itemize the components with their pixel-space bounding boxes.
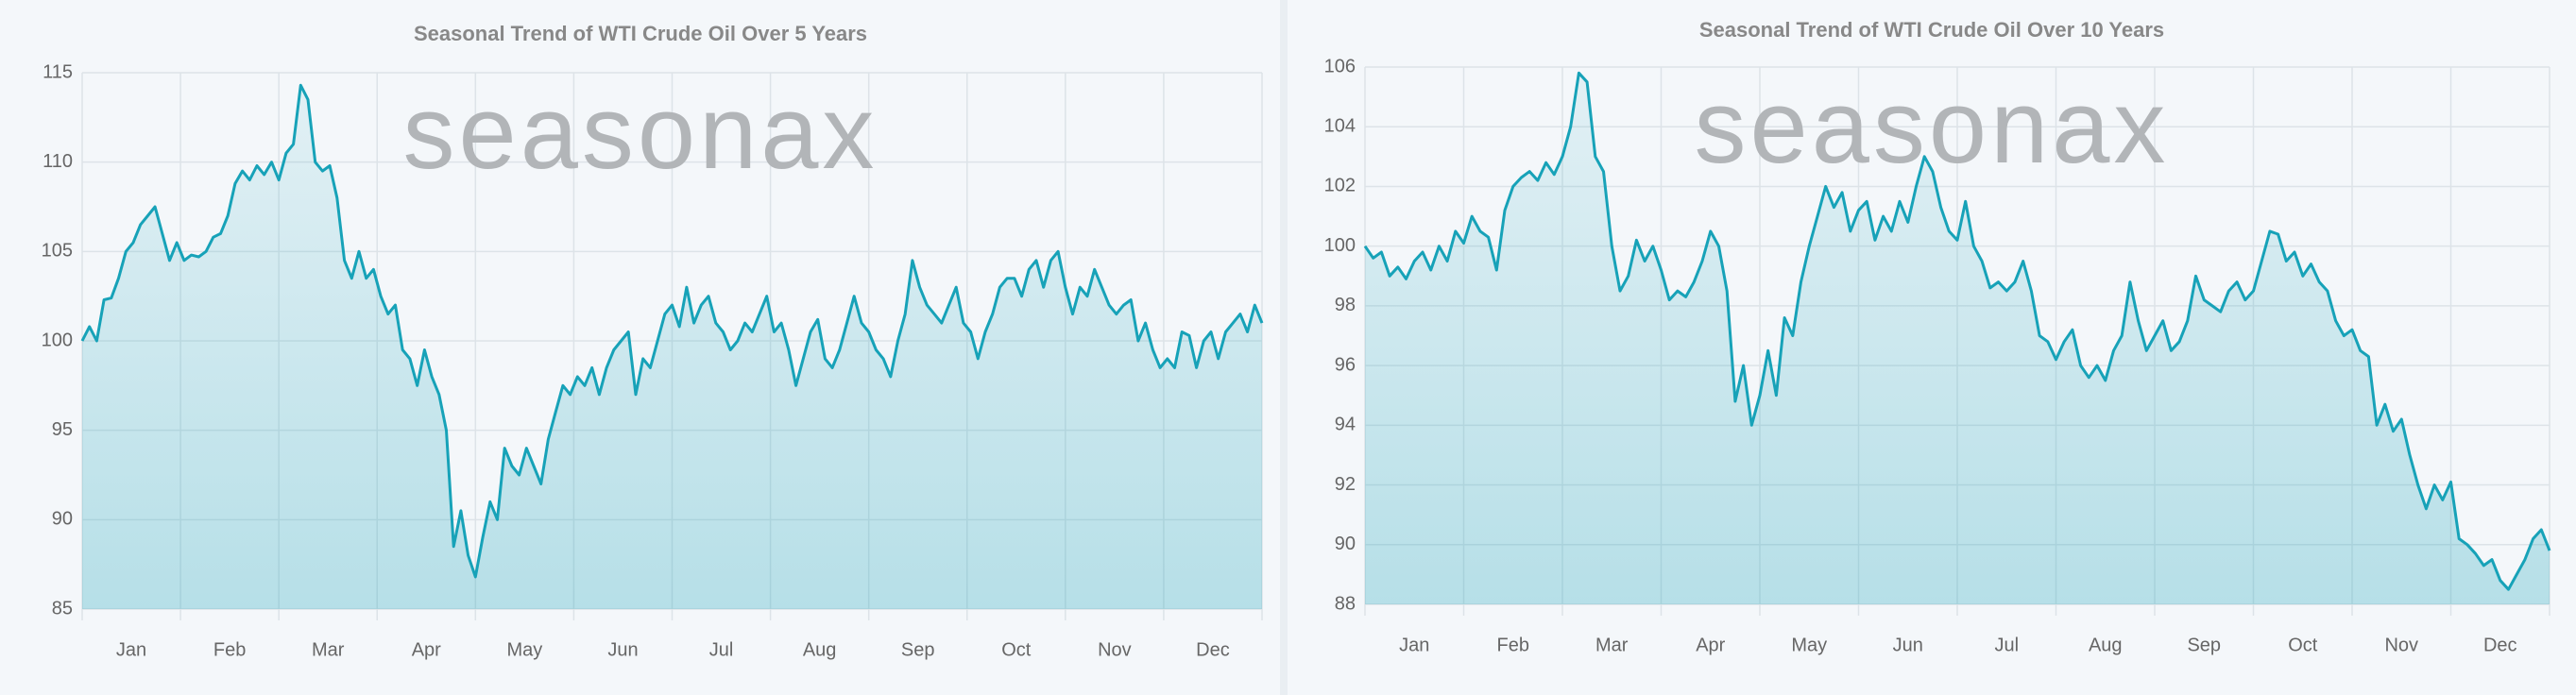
chart-title: Seasonal Trend of WTI Crude Oil Over 5 Y… (414, 22, 867, 45)
x-tick-label: Jun (1893, 635, 1923, 655)
watermark: seasonax (403, 75, 879, 191)
x-tick-label: Dec (1196, 639, 1230, 660)
x-tick-label: Nov (2384, 635, 2418, 655)
x-tick-label: Nov (1098, 639, 1132, 660)
x-tick-label: Oct (2288, 635, 2318, 655)
y-tick-label: 100 (42, 330, 73, 350)
x-tick-label: Jun (607, 639, 638, 660)
area (82, 85, 1262, 610)
chart-title: Seasonal Trend of WTI Crude Oil Over 10 … (1699, 18, 2164, 42)
x-tick-label: Sep (2187, 635, 2221, 655)
x-tick-label: Jan (116, 639, 146, 660)
x-tick-label: Apr (1696, 635, 1725, 655)
x-tick-label: Feb (213, 639, 246, 660)
x-tick-label: Oct (1001, 639, 1032, 660)
x-tick-label: Mar (1595, 635, 1629, 655)
y-tick-label: 90 (52, 509, 73, 530)
line (80, 83, 1264, 579)
y-tick-label: 96 (1335, 354, 1356, 375)
x-tick-label: Jul (1994, 635, 2019, 655)
line (1363, 71, 2551, 591)
x-tick-label: Aug (2089, 635, 2123, 655)
y-tick-label: 106 (1324, 56, 1356, 76)
x-tick-label: Jul (709, 639, 734, 660)
y-tick-label: 88 (1335, 593, 1356, 614)
y-tick-label: 102 (1324, 176, 1356, 196)
y-tick-label: 100 (1324, 235, 1356, 256)
y-tick-label: 105 (42, 241, 73, 262)
x-tick-label: Sep (901, 639, 935, 660)
y-tick-label: 94 (1335, 415, 1356, 435)
y-tick-label: 85 (52, 598, 73, 619)
x-tick-label: Mar (312, 639, 345, 660)
x-tick-label: Jan (1399, 635, 1429, 655)
x-tick-label: Apr (412, 639, 441, 660)
x-tick-label: May (1791, 635, 1827, 655)
x-tick-label: Feb (1497, 635, 1529, 655)
x-tick-label: Dec (2483, 635, 2517, 655)
y-tick-label: 104 (1324, 116, 1356, 137)
y-tick-label: 115 (43, 61, 73, 82)
y-tick-label: 95 (52, 419, 73, 440)
x-tick-label: May (506, 639, 542, 660)
y-tick-label: 90 (1335, 534, 1356, 554)
y-tick-label: 110 (43, 151, 73, 172)
area (1365, 73, 2550, 605)
y-tick-label: 92 (1335, 474, 1356, 495)
y-tick-label: 98 (1335, 295, 1356, 315)
x-tick-label: Aug (803, 639, 837, 660)
